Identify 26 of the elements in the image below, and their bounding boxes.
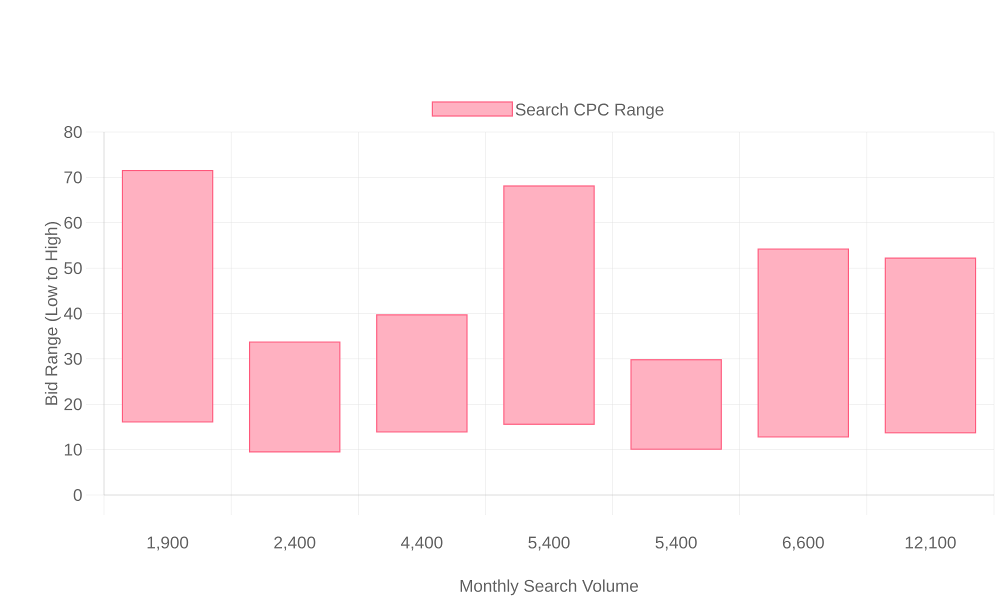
y-tick-label: 70 <box>64 171 82 184</box>
x-tick-label: 5,400 <box>528 536 570 551</box>
y-axis-title: Bid Range (Low to High) <box>44 222 61 405</box>
x-tick-label: 6,600 <box>782 536 824 551</box>
bar <box>503 185 595 425</box>
y-tick-label: 10 <box>64 444 82 456</box>
bar <box>376 314 468 433</box>
legend-label: Search CPC Range <box>516 103 664 119</box>
y-tick-label: 80 <box>64 126 82 138</box>
x-tick-label: 4,400 <box>400 536 442 551</box>
bar <box>884 258 976 434</box>
x-tick-label: 1,900 <box>148 536 188 551</box>
x-tick-label: 5,400 <box>656 536 697 551</box>
y-tick-label: 30 <box>64 352 82 365</box>
x-tick-label: 12,100 <box>906 536 956 551</box>
y-tick-label: 20 <box>64 398 82 410</box>
bar <box>248 341 340 452</box>
bar <box>630 359 722 450</box>
x-tick-label: 2,400 <box>274 536 316 551</box>
y-tick-label: 50 <box>64 262 82 274</box>
y-tick-label: 40 <box>64 307 82 320</box>
y-tick-label: 0 <box>74 488 82 502</box>
y-tick-label: 60 <box>64 216 82 229</box>
bar <box>122 170 214 423</box>
x-axis-title: Monthly Search Volume <box>460 579 638 596</box>
bar <box>758 248 850 438</box>
